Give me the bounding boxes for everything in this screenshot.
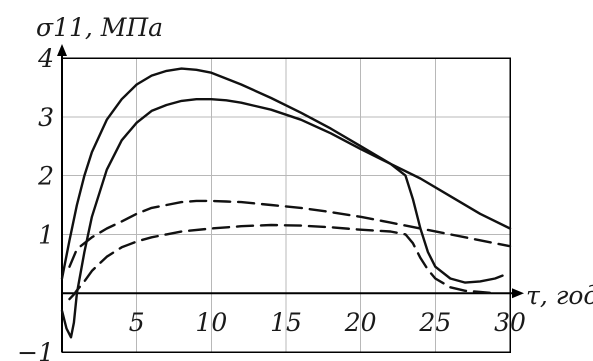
y-tick-label: −1 — [17, 338, 54, 361]
series-line-4 — [68, 223, 497, 301]
x-tick-label: 10 — [195, 308, 227, 337]
series-layer — [60, 67, 512, 339]
axes — [57, 44, 524, 352]
x-tick-label: 30 — [494, 308, 526, 337]
tick-labels: 5 10 15 20 25 30 −1 1 2 3 4 — [17, 44, 526, 361]
x-tick-label: 5 — [129, 308, 145, 337]
x-axis-arrow — [512, 288, 524, 299]
x-axis-title: τ, год — [526, 281, 593, 310]
x-tick-label: 25 — [418, 308, 451, 337]
x-tick-label: 15 — [270, 308, 302, 337]
y-tick-label: 3 — [38, 103, 54, 132]
y-axis-title: σ11, МПа — [36, 13, 163, 42]
x-tick-label: 20 — [344, 308, 377, 337]
y-tick-label: 1 — [38, 220, 54, 249]
y-axis-arrow — [57, 44, 67, 56]
y-tick-label: 4 — [37, 44, 54, 73]
series-line-2 — [60, 98, 504, 339]
series-line-3 — [68, 199, 512, 268]
y-tick-label: 2 — [37, 162, 54, 191]
